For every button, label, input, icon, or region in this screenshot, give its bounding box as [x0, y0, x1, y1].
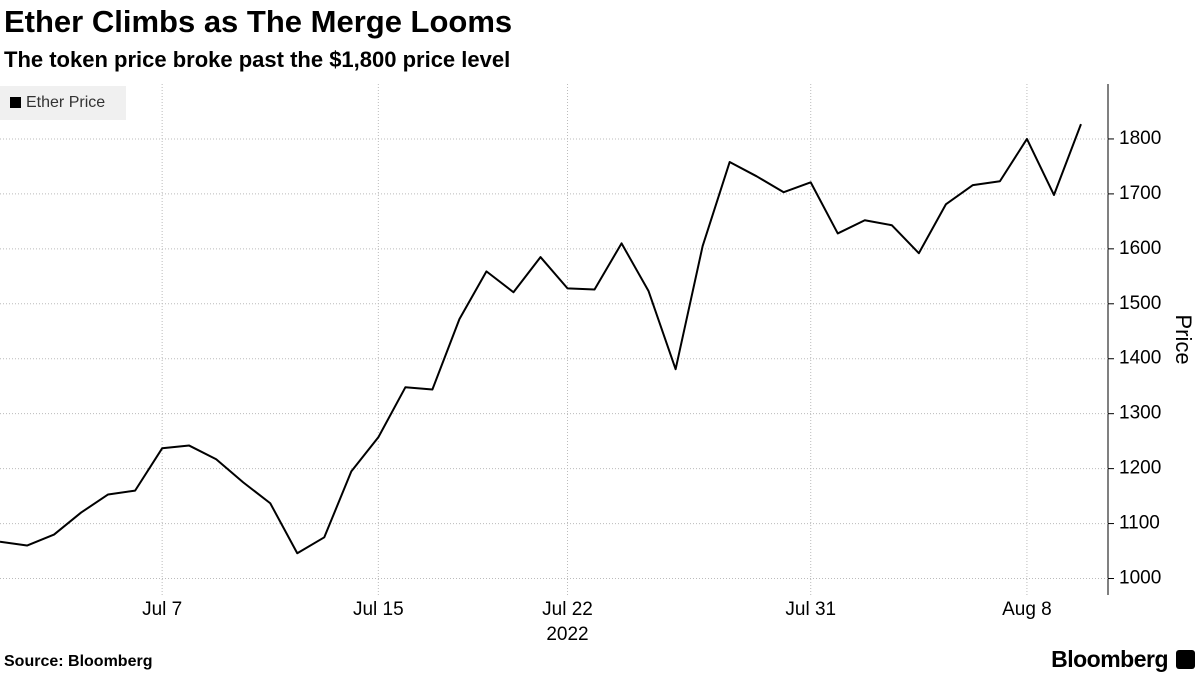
y-axis-label: Price [1171, 314, 1196, 364]
chart-title: Ether Climbs as The Merge Looms [4, 4, 512, 39]
x-tick-label: Jul 22 [542, 599, 593, 620]
source: Source: Bloomberg [4, 653, 152, 670]
legend-label: Ether Price [26, 94, 105, 111]
y-tick-label: 1100 [1119, 513, 1160, 534]
y-tick-label: 1300 [1119, 403, 1161, 424]
chart-subtitle: The token price broke past the $1,800 pr… [4, 47, 510, 72]
x-tick-label: Jul 31 [785, 599, 836, 620]
x-axis-label: 2022 [546, 624, 588, 645]
brand: Bloomberg [1051, 646, 1168, 672]
y-tick-label: 1400 [1119, 348, 1161, 369]
brand-icon [1176, 650, 1195, 669]
price-line [0, 123, 1082, 555]
y-tick-label: 1700 [1119, 183, 1161, 204]
y-tick-label: 1500 [1119, 293, 1161, 314]
y-tick-label: 1800 [1119, 128, 1161, 149]
legend-swatch [10, 97, 21, 108]
y-tick-label: 1200 [1119, 458, 1161, 479]
y-tick-label: 1000 [1119, 568, 1161, 589]
x-tick-label: Aug 8 [1002, 599, 1052, 620]
x-tick-label: Jul 7 [142, 599, 182, 620]
x-tick-label: Jul 15 [353, 599, 404, 620]
y-tick-label: 1600 [1119, 238, 1161, 259]
